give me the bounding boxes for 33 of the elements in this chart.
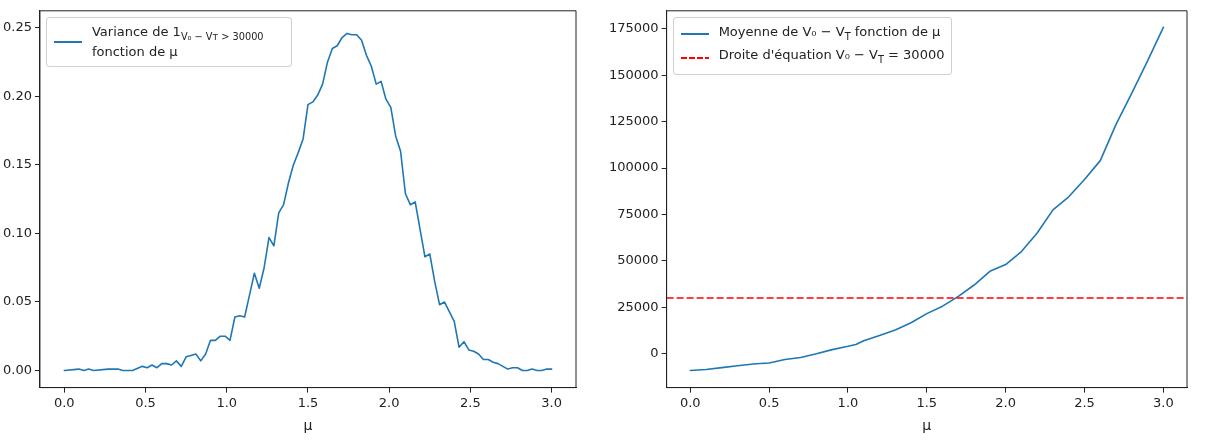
x-tick-label: 1.5 (916, 394, 938, 410)
x-tick-label: 2.5 (460, 394, 481, 410)
x-tick-label: 0.0 (679, 394, 701, 410)
x-tick-label: 2.0 (995, 394, 1016, 410)
x-tick-label: 0.0 (53, 394, 75, 410)
y-tick-label: 0.05 (2, 293, 32, 309)
legend-label: Droite d'équation V₀ − V$_{T}$ = 30000 (718, 47, 945, 67)
y-tick-label: 125000 (608, 113, 659, 129)
y-tick-label: 175000 (608, 20, 659, 36)
legend-label: Variance de 1$_{V₀ − Vᴛ > 30000}$ fonction de μ (91, 23, 265, 61)
legend-label: Moyenne de V₀ − V$_{T}$ fonction de μ (718, 23, 941, 44)
y-tick-label: 0.00 (2, 361, 32, 377)
x-tick-label: 2.0 (378, 394, 400, 410)
x-tick-label: 1.5 (297, 394, 319, 410)
x-tick-label: 3.0 (541, 394, 562, 410)
x-axis-title: μ (922, 417, 932, 434)
x-tick-label: 1.0 (216, 394, 238, 410)
x-axis-title: μ (303, 417, 313, 434)
y-tick-label: 100000 (608, 159, 659, 175)
y-tick-label: 0.25 (2, 19, 32, 35)
x-tick-label: 0.5 (135, 394, 156, 410)
y-tick-label: 0.15 (2, 156, 32, 172)
x-tick-label: 3.0 (1153, 394, 1174, 410)
y-tick-label: 0.10 (2, 224, 32, 240)
y-tick-label: 50000 (617, 252, 659, 268)
y-tick-label: 75000 (617, 205, 659, 221)
y-tick-label: 0.20 (2, 87, 32, 103)
y-tick-label: 150000 (608, 66, 659, 82)
x-tick-label: 1.0 (837, 394, 859, 410)
x-tick-label: 0.5 (758, 394, 780, 410)
y-tick-label: 0 (650, 345, 659, 361)
y-tick-label: 25000 (617, 298, 659, 314)
x-tick-label: 2.5 (1074, 394, 1095, 410)
